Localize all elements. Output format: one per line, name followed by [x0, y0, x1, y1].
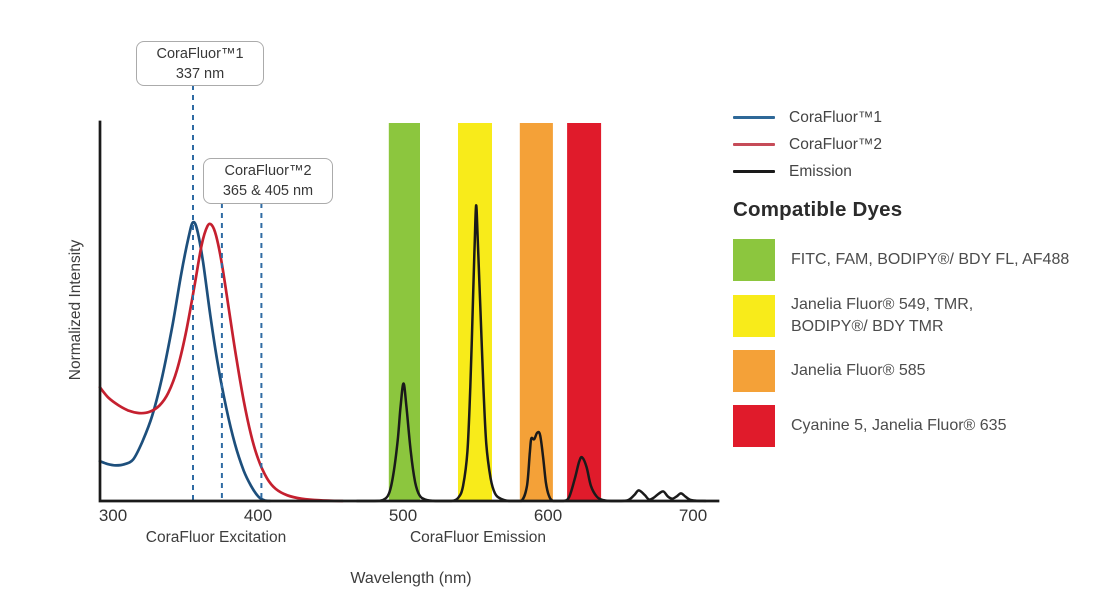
dye-item-cy5: Cyanine 5, Janelia Fluor® 635 [733, 405, 1105, 448]
dye-label-cy5: Cyanine 5, Janelia Fluor® 635 [791, 415, 1006, 437]
excitation-region-label: CoraFluor Excitation [145, 529, 287, 546]
legend-item-emission: Emission [733, 162, 1105, 181]
dye-item-fitc: FITC, FAM, BODIPY®/ BDY FL, AF488 [733, 239, 1105, 281]
side-panel: CoraFluor™1 CoraFluor™2 Emission Compati… [733, 108, 1105, 460]
legend-item-corafluor1: CoraFluor™1 [733, 108, 1105, 127]
spectra-chart [98, 85, 720, 503]
dye-swatch-green [733, 239, 775, 281]
callout-corafluor2-name: CoraFluor™2 [224, 163, 312, 179]
dye-swatch-red [733, 405, 775, 448]
band-jf585 [519, 123, 553, 501]
legend-line-corafluor2 [733, 143, 775, 146]
callout-corafluor2-wavelength: 365 & 405 nm [222, 183, 314, 199]
x-tick-400: 400 [243, 506, 273, 525]
dye-label-jf549: Janelia Fluor® 549, TMR, BODIPY®/ BDY TM… [791, 294, 973, 337]
dye-label-jf549-line2: BODIPY®/ BDY TMR [791, 317, 944, 335]
dye-label-fitc: FITC, FAM, BODIPY®/ BDY FL, AF488 [791, 249, 1069, 271]
legend-label-corafluor2: CoraFluor™2 [789, 135, 883, 153]
callout-corafluor2: CoraFluor™2 365 & 405 nm [203, 158, 333, 204]
legend-label-corafluor1: CoraFluor™1 [789, 108, 883, 126]
legend-item-corafluor2: CoraFluor™2 [733, 135, 1105, 154]
legend-line-corafluor1 [733, 116, 775, 119]
band-fitc-fam [388, 123, 420, 501]
callout-corafluor1-wavelength: 337 nm [175, 65, 225, 82]
axes [98, 120, 720, 503]
compatible-dyes-heading: Compatible Dyes [733, 198, 903, 221]
dye-label-fitc-line1: FITC, FAM, BODIPY®/ BDY FL, AF488 [791, 251, 1070, 269]
callout-corafluor1: CoraFluor™1 337 nm [136, 41, 264, 86]
curve-corafluor-1 [98, 220, 272, 503]
y-axis-title: Normalized Intensity [67, 239, 84, 381]
x-tick-600: 600 [533, 506, 563, 525]
x-tick-500: 500 [388, 506, 418, 525]
legend-label-emission: Emission [789, 162, 852, 180]
dye-item-jf585: Janelia Fluor® 585 [733, 350, 1105, 393]
curve-corafluor-2 [98, 222, 344, 503]
callout-corafluor1-name: CoraFluor™1 [156, 45, 244, 62]
dye-swatch-yellow [733, 294, 775, 337]
emission-region-label: CoraFluor Emission [409, 529, 547, 546]
dye-label-jf585-line1: Janelia Fluor® 585 [791, 362, 926, 380]
x-axis-title: Wavelength (nm) [350, 570, 472, 587]
dye-item-jf549: Janelia Fluor® 549, TMR, BODIPY®/ BDY TM… [733, 294, 1105, 337]
dye-label-jf549-line1: Janelia Fluor® 549, TMR, [791, 296, 974, 313]
legend-line-emission [733, 170, 775, 173]
dye-swatch-orange [733, 350, 775, 393]
dye-label-jf585: Janelia Fluor® 585 [791, 360, 926, 382]
x-tick-700: 700 [678, 506, 708, 525]
band-cy5-jf635 [567, 123, 602, 501]
x-tick-300: 300 [98, 506, 128, 525]
curve-emission [355, 204, 707, 503]
dye-label-cy5-line1: Cyanine 5, Janelia Fluor® 635 [791, 417, 1007, 435]
